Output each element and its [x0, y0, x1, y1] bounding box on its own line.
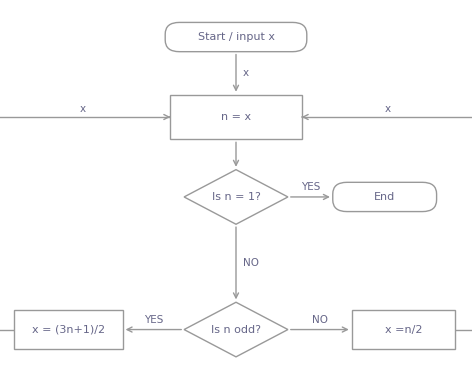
FancyBboxPatch shape [333, 183, 437, 211]
Text: YES: YES [301, 182, 320, 192]
Text: x =n/2: x =n/2 [385, 324, 422, 335]
Text: Is n = 1?: Is n = 1? [211, 192, 261, 202]
Text: End: End [374, 192, 396, 202]
Text: x: x [80, 104, 85, 114]
Text: x = (3n+1)/2: x = (3n+1)/2 [32, 324, 105, 335]
FancyBboxPatch shape [165, 22, 307, 51]
Text: NO: NO [312, 315, 328, 325]
Text: Start / input x: Start / input x [197, 32, 275, 42]
Text: x: x [385, 104, 391, 114]
Text: x: x [243, 68, 249, 78]
Text: YES: YES [143, 315, 163, 325]
Bar [352, 310, 455, 349]
Text: NO: NO [243, 258, 259, 268]
Polygon shape [184, 170, 288, 224]
Polygon shape [184, 302, 288, 357]
Text: n = x: n = x [221, 112, 251, 122]
Bar [14, 310, 123, 349]
Text: Is n odd?: Is n odd? [211, 324, 261, 335]
Bar [170, 95, 302, 140]
